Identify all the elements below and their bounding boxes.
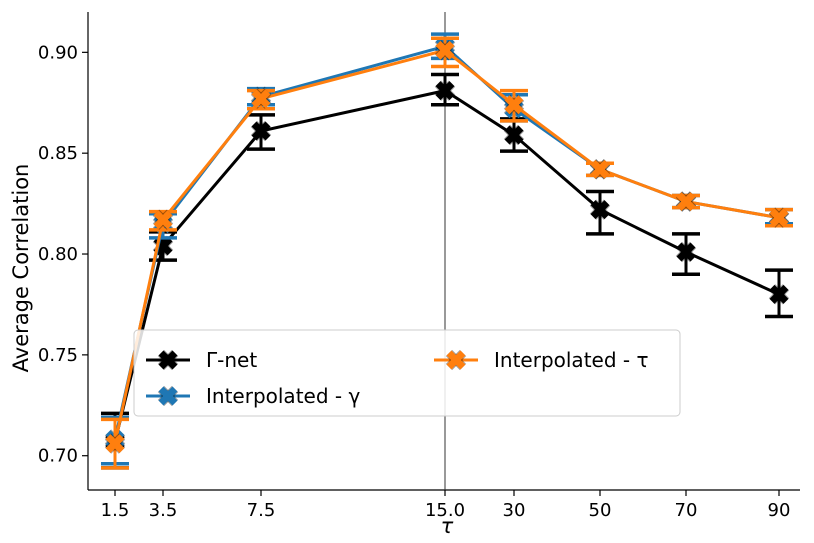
series-line <box>113 89 780 442</box>
data-point <box>675 191 697 212</box>
legend-marker <box>157 349 179 371</box>
marker-stroke <box>504 95 524 115</box>
legend-entry: Γ-net <box>146 348 257 372</box>
series-layer <box>101 32 793 470</box>
data-point <box>250 88 272 109</box>
y-tick-label: 0.75 <box>38 345 78 366</box>
y-tick-label: 0.85 <box>38 143 78 164</box>
data-point <box>589 199 611 220</box>
x-tick-label: 30 <box>503 500 526 521</box>
data-point <box>434 40 456 61</box>
marker-stroke <box>676 192 696 212</box>
marker-stroke <box>158 350 178 370</box>
y-tick-label: 0.70 <box>38 446 78 467</box>
marker-stroke <box>105 434 125 454</box>
series-line <box>113 48 780 444</box>
data-point <box>503 124 525 146</box>
data-point <box>104 433 126 454</box>
marker-stroke <box>446 350 466 370</box>
data-point <box>768 207 790 228</box>
x-tick-label: 70 <box>675 500 698 521</box>
marker-stroke <box>590 159 610 179</box>
data-point <box>768 284 790 305</box>
marker-stroke <box>676 242 696 262</box>
legend-marker <box>157 385 179 407</box>
x-tick-label: 7.5 <box>247 500 276 521</box>
axes: 0.70 0.75 0.80 0.85 0.90 1.5 3.5 7.5 15.0 30 50 70 9… <box>38 12 800 521</box>
x-tick-label: 15.0 <box>425 500 465 521</box>
data-point <box>675 241 697 263</box>
data-point <box>589 159 611 180</box>
legend-label: Γ-net <box>206 348 257 372</box>
marker-stroke <box>590 200 610 220</box>
marker-stroke <box>158 386 178 406</box>
y-tick-label: 0.80 <box>38 244 78 265</box>
legend-entry: Interpolated - τ <box>434 348 649 372</box>
data-point <box>434 80 456 101</box>
legend-marker <box>445 349 467 371</box>
legend-entry: Interpolated - γ <box>146 384 360 408</box>
data-point <box>503 94 525 115</box>
marker-stroke <box>769 208 789 228</box>
legend-box <box>133 329 681 417</box>
y-tick-label: 0.90 <box>38 42 78 63</box>
x-tick-label: 3.5 <box>149 500 178 521</box>
x-tick-label: 1.5 <box>101 500 130 521</box>
marker-stroke <box>153 210 173 230</box>
marker-stroke <box>435 81 455 101</box>
y-axis-label: Average Correlation <box>9 164 33 373</box>
legend-label: Interpolated - τ <box>494 348 649 372</box>
marker-stroke <box>504 125 524 145</box>
x-axis-label: τ <box>441 514 454 538</box>
data-point <box>250 120 272 142</box>
marker-stroke <box>251 89 271 109</box>
marker-stroke <box>435 40 455 60</box>
series-2 <box>101 36 793 470</box>
legend: Γ-net Interpolated - τ Interpolated - γ <box>133 329 681 417</box>
marker-stroke <box>251 121 271 141</box>
x-tick-label: 90 <box>768 500 791 521</box>
legend-label: Interpolated - γ <box>206 384 360 408</box>
data-point <box>152 209 174 230</box>
x-tick-label: 50 <box>589 500 612 521</box>
marker-stroke <box>769 284 789 304</box>
